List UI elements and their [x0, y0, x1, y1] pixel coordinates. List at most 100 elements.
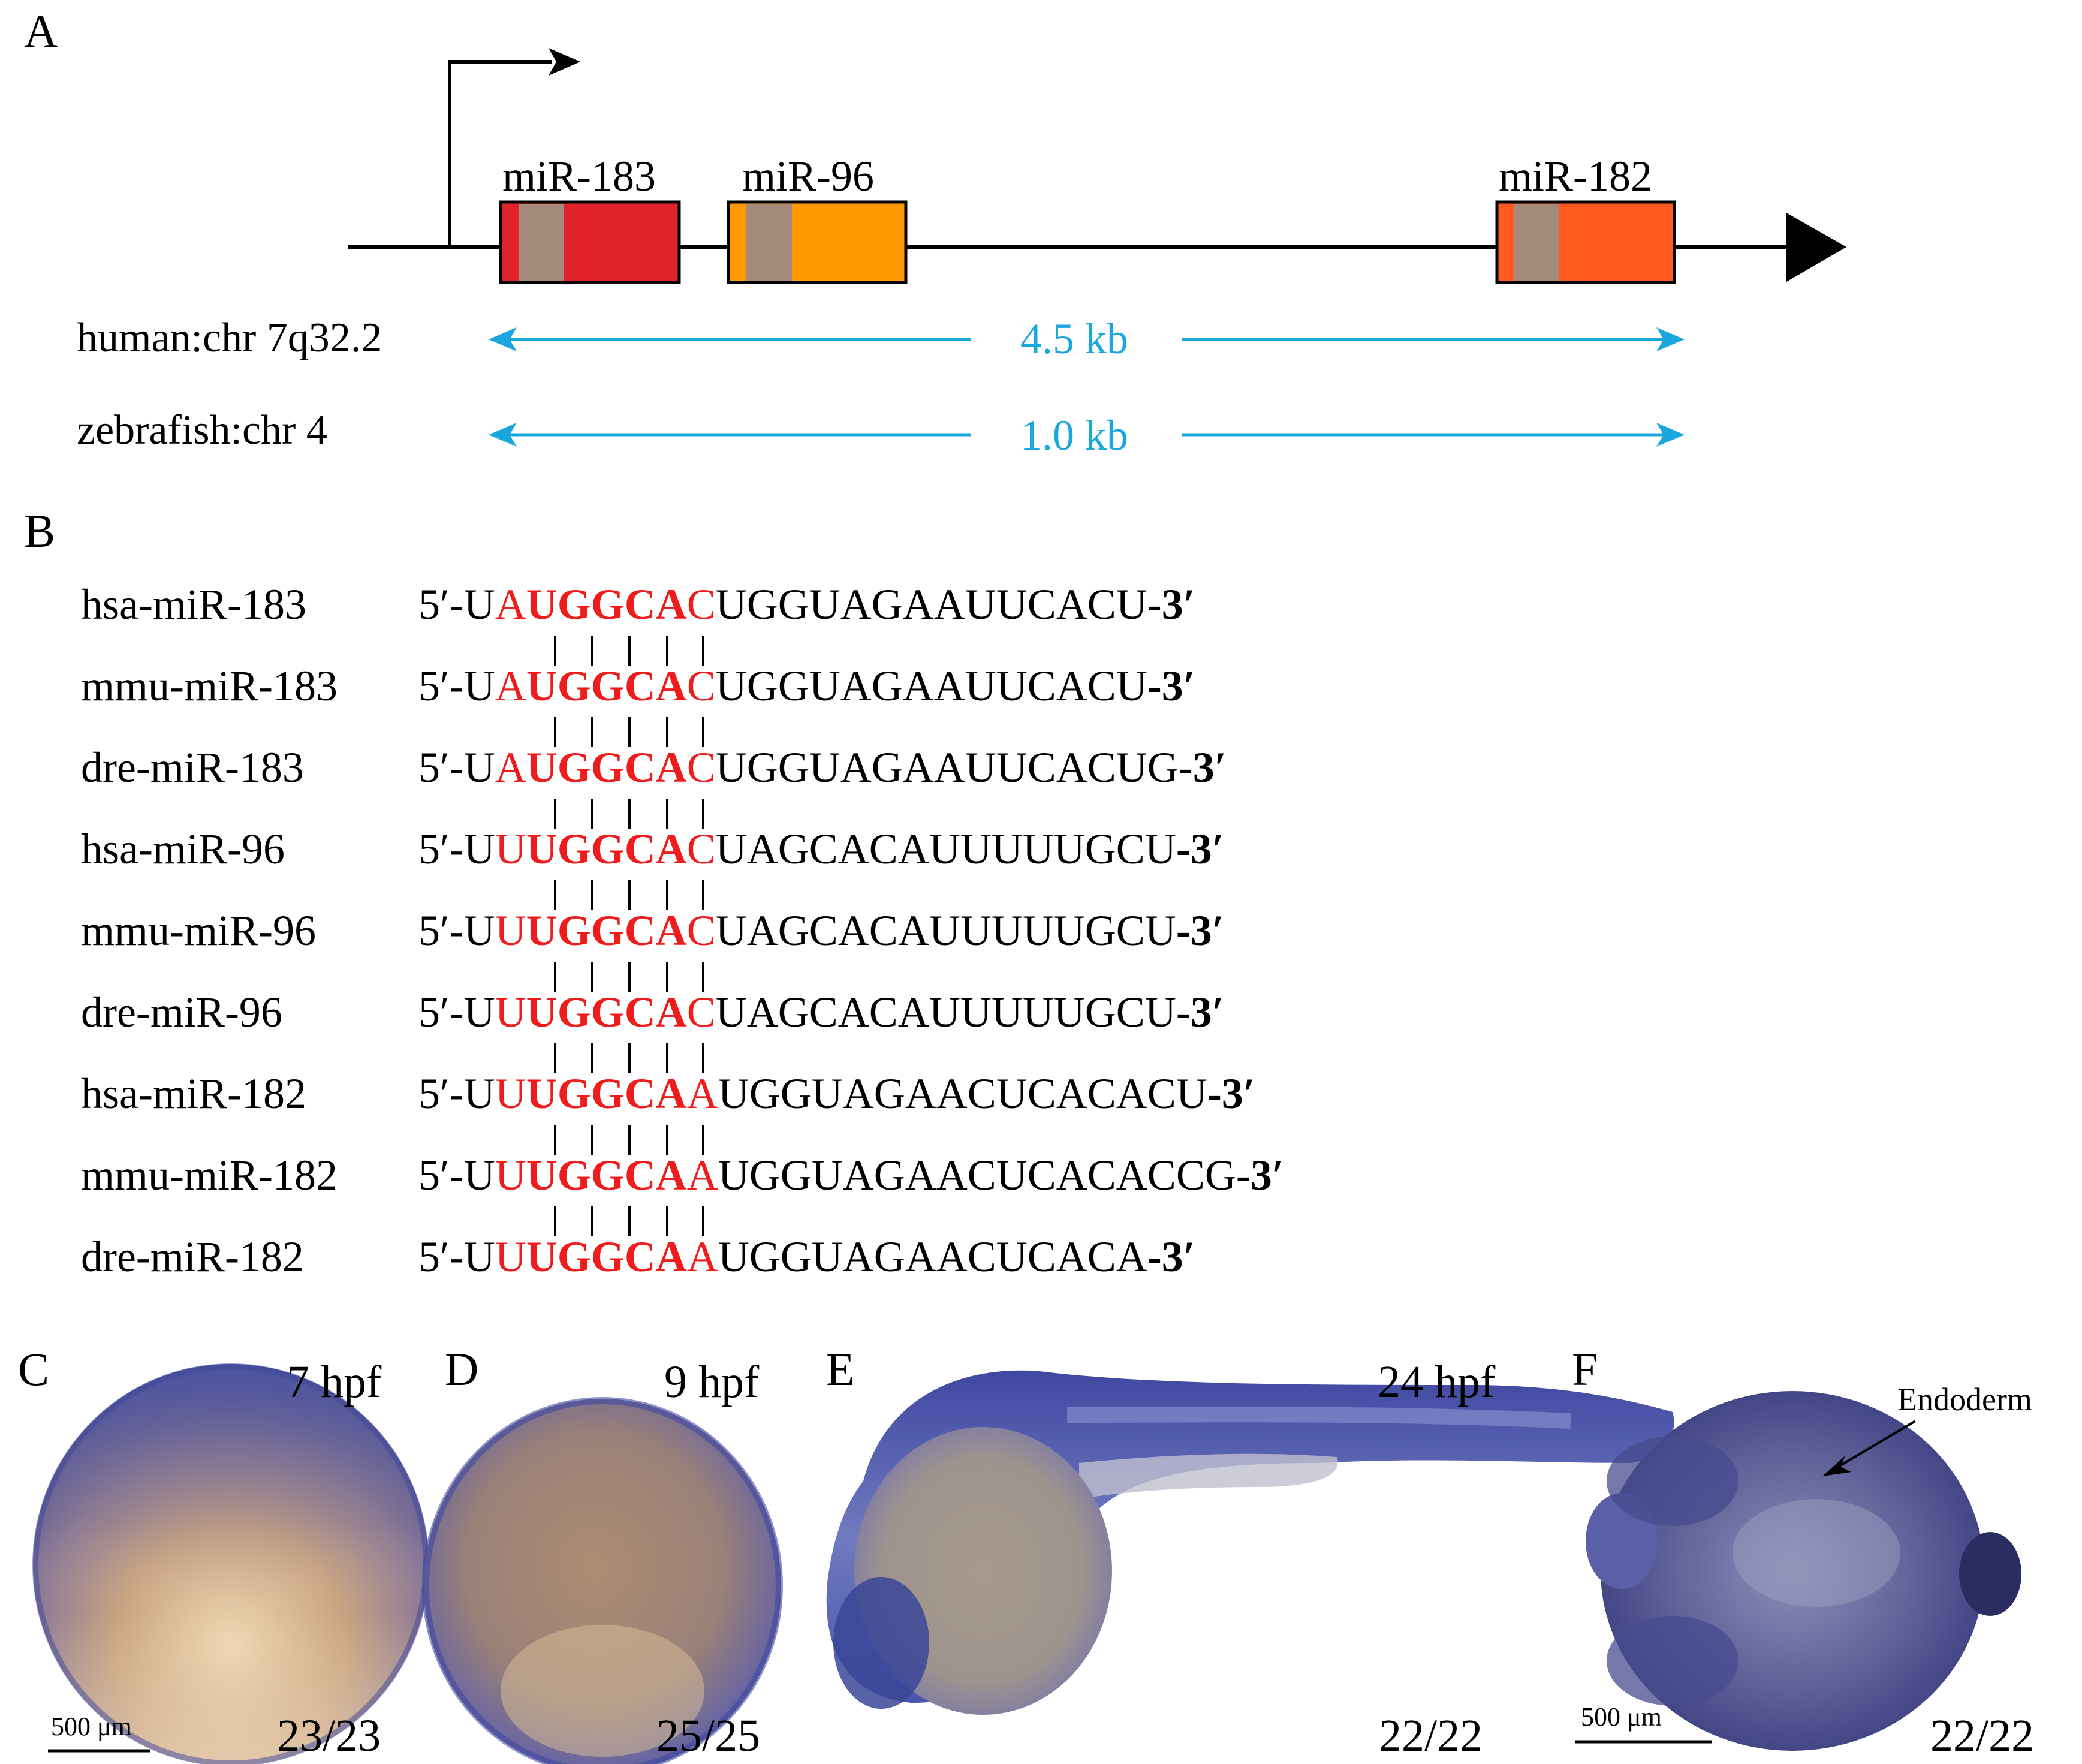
sequence-prefix: 5′-U [418, 580, 495, 628]
seed-nucleotide: G [558, 1070, 591, 1118]
seed-nucleotide: U [526, 907, 558, 955]
sequence-suffix: -3′ [1176, 988, 1224, 1036]
scale-label-c: 500 μm [51, 1712, 132, 1741]
seed-nucleotide: U [526, 580, 558, 628]
sequence: 5′-UAUGGCACUGGUAGAAUUCACU-3′ [418, 662, 1195, 710]
seed-nucleotide: C [625, 1151, 656, 1199]
sequence-name: mmu-miR-183 [81, 662, 338, 710]
sequence-rest: UGGUAGAAUUCACU [716, 580, 1147, 628]
count-label-c: 23/23 [277, 1711, 381, 1761]
sequence-rest: UGGUAGAACUCACACCG [718, 1151, 1236, 1199]
count-label-d: 25/25 [656, 1711, 760, 1761]
seed-nucleotide: U [526, 1233, 558, 1281]
seed-nucleotide: G [591, 580, 625, 628]
seed-nucleotide: C [625, 662, 656, 710]
seed-nucleotide: C [625, 743, 656, 791]
distance-label-zebrafish: 1.0 kb [1020, 411, 1128, 459]
annotation-arrow-line [1833, 1420, 1917, 1470]
distance-arrow-zebrafish-right-head [1656, 423, 1685, 447]
seed-nucleotide: U [526, 1070, 558, 1118]
annotation-arrow-head [1822, 1456, 1851, 1476]
panel-label-a: A [24, 5, 58, 57]
seed-nucleotide: U [526, 825, 558, 873]
seed-nucleotide: A [656, 662, 687, 710]
seed-nucleotide: A [656, 1233, 687, 1281]
seed-nucleotide: C [625, 825, 656, 873]
seed-nucleotide: C [687, 743, 716, 791]
seed-nucleotide: C [625, 580, 656, 628]
distance-arrow-zebrafish-left-head [489, 423, 517, 447]
sequence-prefix: 5′-U [418, 825, 495, 873]
sequence-name: dre-miR-183 [81, 743, 304, 791]
seed-nucleotide: G [591, 907, 625, 955]
seed-nucleotide: A [656, 743, 687, 791]
seed-nucleotide: C [687, 907, 716, 955]
seed-nucleotide: C [687, 662, 716, 710]
seed-nucleotide: G [558, 907, 591, 955]
seed-nucleotide: G [591, 1151, 625, 1199]
sequence: 5′-UUUGGCAAUGGUAGAACUCACACCG-3′ [418, 1151, 1284, 1199]
seed-nucleotide: U [526, 662, 558, 710]
seed-nucleotide: U [495, 1233, 526, 1281]
sequence-prefix: 5′-U [418, 662, 495, 710]
embryo-image-e [826, 1370, 1674, 1715]
sequence: 5′-UUUGGCACUAGCACAUUUUUGCU-3′ [418, 825, 1224, 873]
panel-label-b: B [24, 505, 55, 557]
seed-nucleotide: A [656, 825, 687, 873]
seed-nucleotide: G [558, 662, 591, 710]
seed-nucleotide: U [526, 743, 558, 791]
genomic-line-arrowhead [1786, 213, 1846, 282]
sequence-alignment: hsa-miR-183 5′-UAUGGCACUGGUAGAAUUCACU-3′m… [81, 580, 1284, 1281]
distance-arrow-human-right-head [1656, 327, 1685, 351]
seed-nucleotide: G [558, 743, 591, 791]
sequence-suffix: -3′ [1176, 907, 1224, 955]
locus-species-zebrafish: zebrafish:chr 4 [77, 407, 327, 453]
seed-nucleotide: G [591, 988, 625, 1036]
seed-nucleotide: G [558, 580, 591, 628]
seed-nucleotide: C [687, 988, 716, 1036]
count-label-e: 22/22 [1379, 1711, 1483, 1761]
sequence-suffix: -3′ [1176, 825, 1224, 873]
seed-nucleotide: G [591, 1070, 625, 1118]
sequence-name: hsa-miR-182 [81, 1070, 306, 1118]
seed-nucleotide: U [495, 825, 526, 873]
seed-nucleotide: G [558, 1233, 591, 1281]
annotation-endoderm: Endoderm [1897, 1381, 2032, 1417]
sequence-prefix: 5′-U [418, 1151, 495, 1199]
seed-nucleotide: A [656, 907, 687, 955]
seed-nucleotide: A [687, 1233, 718, 1281]
scale-label-f: 500 μm [1581, 1702, 1662, 1732]
seed-nucleotide: A [656, 1151, 687, 1199]
seed-nucleotide: G [558, 825, 591, 873]
seed-nucleotide: C [625, 1233, 656, 1281]
sequence-rest: UAGCACAUUUUUGCU [716, 825, 1176, 873]
stage-label-d: 9 hpf [664, 1357, 760, 1407]
sequence-name: hsa-miR-96 [81, 825, 285, 873]
panel-label-e: E [826, 1343, 855, 1395]
locus-species-human: human:chr 7q32.2 [77, 315, 382, 361]
promoter-arrow-head [549, 48, 580, 76]
sequence-prefix: 5′-U [418, 1070, 495, 1118]
seed-nucleotide: U [526, 988, 558, 1036]
gene-box-mir-96 [727, 200, 908, 284]
promoter-arrow [448, 60, 552, 247]
gene-label-mir-182: miR-182 [1499, 152, 1652, 200]
sequence: 5′-UUUGGCAAUGGUAGAACUCACA-3′ [418, 1233, 1195, 1281]
seed-nucleotide: U [495, 988, 526, 1036]
seed-nucleotide: G [591, 825, 625, 873]
sequence-rest: UGGUAGAACUCACA [718, 1233, 1147, 1281]
sequence-prefix: 5′-U [418, 907, 495, 955]
panel-label-c: C [18, 1343, 49, 1395]
sequence-prefix: 5′-U [418, 988, 495, 1036]
sequence-name: dre-miR-182 [81, 1233, 304, 1281]
sequence-name: hsa-miR-183 [81, 580, 306, 628]
seed-nucleotide: U [495, 1070, 526, 1118]
sequence-suffix: -3′ [1179, 743, 1227, 791]
seed-nucleotide: A [495, 662, 526, 710]
seed-nucleotide: C [687, 825, 716, 873]
sequence-suffix: -3′ [1236, 1151, 1284, 1199]
seed-nucleotide: G [558, 1151, 591, 1199]
sequence: 5′-UAUGGCACUGGUAGAAUUCACU-3′ [418, 580, 1195, 628]
